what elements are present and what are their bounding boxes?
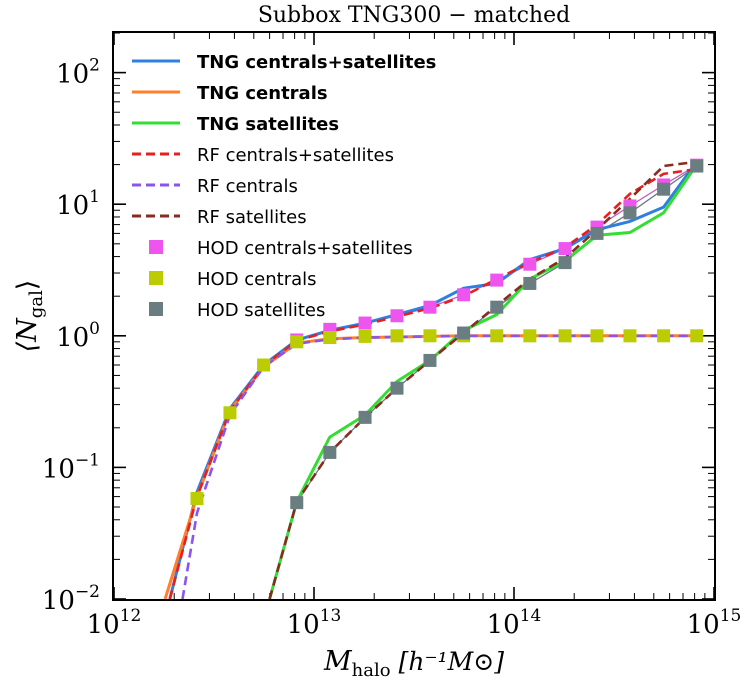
hod-centrals-point	[657, 329, 671, 343]
hod-satellites-point	[657, 182, 671, 196]
legend-label: RF centrals	[197, 176, 298, 197]
hod-centrals-point	[423, 329, 437, 343]
hod-centrals-point	[590, 329, 604, 343]
x-tick-label: 1015	[687, 606, 742, 640]
chart-title: Subbox TNG300 − matched	[258, 3, 570, 28]
y-tick-label: 102	[56, 56, 100, 90]
y-tick-label: 10−2	[42, 582, 100, 616]
y-tick-label: 10−1	[42, 450, 100, 484]
legend-label: RF centrals+satellites	[197, 145, 394, 166]
hod-centrals-satellites-point	[423, 300, 437, 314]
x-tick-label: 1014	[487, 606, 542, 640]
legend-label: HOD centrals	[197, 269, 317, 290]
major-ticks	[113, 33, 715, 600]
plot-frame	[112, 31, 716, 601]
hod-satellites-point	[558, 256, 572, 270]
x-tick-labels: 1012 1013 1014 1015	[87, 606, 742, 640]
tng-satellites-line	[268, 163, 699, 599]
hod-satellites-point	[623, 206, 637, 220]
hod-centrals-point	[223, 406, 237, 420]
legend-label: TNG satellites	[197, 114, 339, 135]
hod-satellites-point	[423, 353, 437, 367]
hod-satellites-point	[323, 445, 337, 459]
hod-satellites-point	[390, 381, 404, 395]
y-tick-label: 101	[56, 187, 100, 221]
hod-centrals-point	[190, 492, 204, 506]
hod-satellites-point	[457, 326, 471, 340]
hod-satellites-point	[690, 159, 704, 173]
legend-swatch	[149, 271, 163, 285]
hod-centrals-satellites-point	[358, 316, 372, 330]
hod-centrals-satellites-point	[558, 242, 572, 256]
hod-centrals-point	[558, 329, 572, 343]
hod-satellites-point	[290, 496, 304, 510]
hod-satellites-point	[490, 300, 504, 314]
x-tick-label: 1013	[287, 606, 342, 640]
hod-centrals-satellites-point	[390, 309, 404, 323]
hod-centrals-point	[290, 335, 304, 349]
hod-centrals-satellites-point	[490, 273, 504, 287]
hod-satellites-point	[358, 410, 372, 424]
legend-label: HOD centrals+satellites	[197, 238, 413, 259]
legend-label: RF satellites	[197, 207, 307, 228]
y-axis-label: ⟨Ngal⟩	[12, 280, 47, 353]
hod-centrals-point	[390, 329, 404, 343]
hod-centrals-satellites-point	[457, 288, 471, 302]
x-axis-label: Mhalo [h⁻¹M⊙]	[323, 646, 504, 681]
hod-centrals-point	[358, 329, 372, 343]
legend-label: TNG centrals	[197, 83, 328, 104]
legend-label: HOD satellites	[197, 300, 325, 321]
hod-centrals-point	[323, 331, 337, 345]
hod-centrals-point	[523, 329, 537, 343]
x-tick-label: 1012	[87, 606, 142, 640]
hod-centrals-point	[490, 329, 504, 343]
hod-centrals-point	[690, 329, 704, 343]
hod-centrals-point	[257, 358, 271, 372]
legend-swatch	[149, 302, 163, 316]
hod-centrals-satellites-point	[523, 257, 537, 271]
hod-satellites-point	[523, 276, 537, 290]
y-tick-labels: 10−2 10−1 100 101 102	[42, 56, 100, 616]
legend-label: TNG centrals+satellites	[197, 52, 436, 73]
series-layer	[163, 158, 704, 599]
legend-swatch	[149, 240, 163, 254]
rf-centrals-satellites-line	[168, 167, 697, 599]
y-tick-label: 100	[56, 319, 100, 353]
hod-satellites-point	[590, 226, 604, 240]
hod-centrals-point	[623, 329, 637, 343]
legend: TNG centrals+satellites TNG centrals TNG s…	[132, 52, 436, 321]
